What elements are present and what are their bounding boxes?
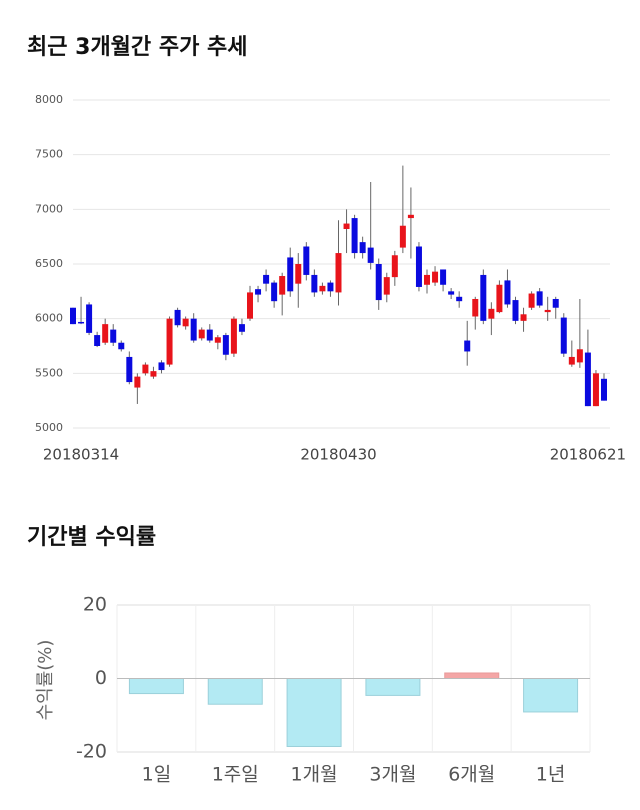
- candle-body: [238, 324, 245, 332]
- candle-body: [601, 378, 607, 401]
- candle-body: [158, 362, 165, 371]
- candle-body: [327, 282, 334, 292]
- candle-body: [222, 335, 229, 355]
- candle-body: [415, 246, 422, 287]
- x-tick-label: 1일: [142, 764, 172, 786]
- y-tick-label: 5000: [35, 421, 63, 434]
- candle-body: [359, 242, 366, 254]
- candle-body: [472, 298, 479, 317]
- bar: [365, 678, 421, 696]
- candle-body: [255, 289, 262, 295]
- candle-body: [391, 255, 398, 278]
- candle-body: [552, 298, 559, 308]
- candle-body: [367, 247, 374, 263]
- candle-body: [279, 276, 286, 295]
- candle-body: [110, 329, 117, 343]
- chart-title: 기간별 수익률: [27, 525, 156, 550]
- y-tick-label: 6000: [35, 312, 63, 325]
- candle-body: [295, 264, 302, 284]
- candle-body: [480, 274, 487, 321]
- y-tick-label: 0: [95, 667, 107, 689]
- x-tick-label: 20180314: [43, 446, 119, 464]
- candle-body: [190, 318, 197, 341]
- candle-body: [230, 318, 237, 354]
- candle-body: [78, 321, 85, 324]
- candle-body: [311, 274, 318, 293]
- bar: [207, 678, 263, 705]
- x-tick-label: 1주일: [212, 764, 259, 786]
- y-tick-label: 5500: [35, 366, 63, 379]
- bar: [128, 678, 184, 695]
- candle-body: [440, 269, 447, 285]
- y-tick-label: 8000: [35, 93, 63, 106]
- candle-body: [102, 324, 109, 343]
- candle-body: [198, 329, 205, 339]
- candle-body: [335, 253, 342, 293]
- candle-body: [568, 356, 575, 365]
- candle-body: [584, 352, 591, 407]
- y-tick-label: 7000: [35, 202, 63, 215]
- candle-body: [424, 274, 430, 285]
- candle-body: [383, 277, 390, 295]
- bar: [286, 678, 342, 747]
- candle-body: [560, 317, 567, 354]
- candle-body: [70, 307, 76, 325]
- x-tick-label: 1개월: [291, 764, 338, 786]
- candle-body: [407, 214, 414, 219]
- candle-body: [544, 309, 551, 313]
- x-tick-label: 20180430: [300, 446, 376, 464]
- candle-body: [319, 285, 326, 292]
- candle-body: [343, 223, 350, 230]
- candle-body: [351, 218, 358, 254]
- candle-body: [247, 292, 253, 319]
- bar: [444, 672, 500, 679]
- candle-body: [287, 257, 294, 292]
- chart-title: 최근 3개월간 주가 추세: [27, 35, 247, 60]
- candle-body: [496, 284, 503, 313]
- candle-body: [432, 271, 439, 283]
- candle-body: [206, 329, 213, 341]
- bar: [523, 678, 579, 713]
- y-tick-label: -20: [76, 741, 107, 763]
- y-axis-label: 수익률(%): [35, 640, 56, 721]
- candle-body: [303, 246, 310, 275]
- candle-body: [536, 291, 543, 306]
- candle-body: [399, 225, 406, 248]
- x-tick-label: 1년: [536, 764, 566, 786]
- candle-body: [263, 274, 270, 284]
- candle-body: [488, 308, 495, 319]
- candle-body: [448, 291, 455, 295]
- candle-body: [214, 337, 221, 343]
- candle-body: [134, 376, 141, 388]
- x-tick-label: 20180621: [550, 446, 626, 464]
- y-tick-label: 6500: [35, 257, 63, 270]
- candle-body: [520, 314, 527, 321]
- y-tick-label: 7500: [35, 148, 63, 161]
- candle-body: [142, 364, 149, 374]
- y-tick-label: 20: [83, 594, 107, 616]
- candle-body: [456, 296, 463, 302]
- candle-body: [375, 264, 382, 301]
- candle-body: [150, 371, 157, 377]
- candle-body: [182, 318, 189, 327]
- candle-body: [86, 304, 93, 333]
- candle-body: [271, 282, 278, 302]
- x-tick-label: 3개월: [369, 764, 416, 786]
- candle-body: [174, 309, 181, 326]
- candle-body: [126, 356, 133, 383]
- candle-body: [118, 342, 125, 350]
- candle-body: [528, 293, 535, 308]
- x-tick-label: 6개월: [448, 764, 495, 786]
- candle-body: [512, 300, 519, 321]
- candle-body: [464, 340, 471, 352]
- candle-body: [94, 335, 101, 346]
- candle-body: [576, 349, 583, 363]
- candle-body: [592, 373, 599, 407]
- candle-body: [504, 280, 511, 305]
- candle-body: [166, 318, 173, 365]
